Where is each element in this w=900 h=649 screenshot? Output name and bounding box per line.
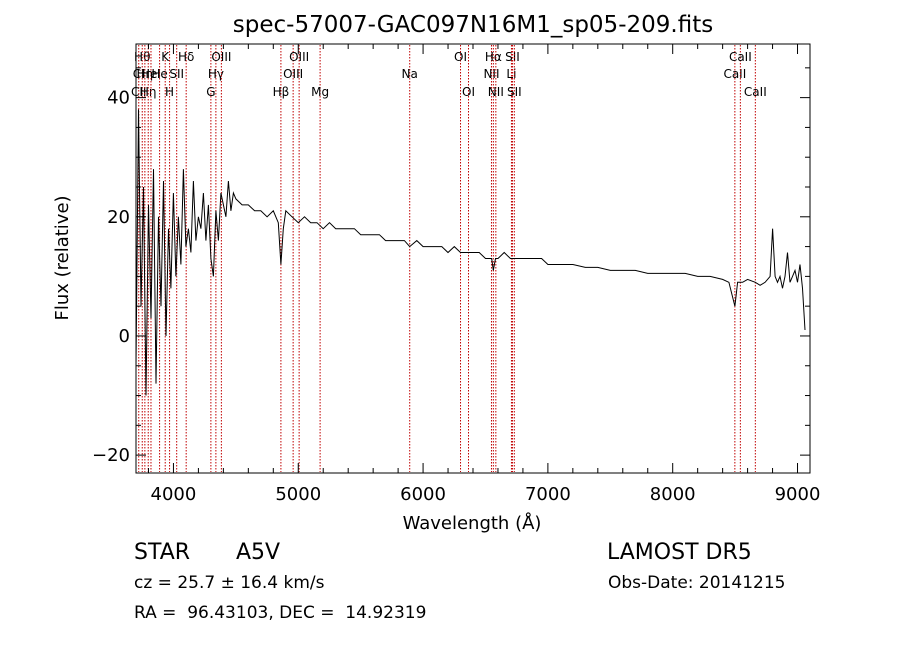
plot-frame xyxy=(135,43,811,474)
line-marker-label: Hα xyxy=(485,50,502,64)
spectrum-line xyxy=(135,109,806,396)
object-subclass: A5V xyxy=(236,540,281,565)
observation-date: Obs-Date: 20141215 xyxy=(608,573,786,593)
x-tick-label: 9000 xyxy=(775,484,821,505)
line-marker-label: HeI xyxy=(141,67,161,81)
line-marker-label: CaII xyxy=(729,50,752,64)
x-tick-label: 8000 xyxy=(650,484,696,505)
line-marker-label: Hγ xyxy=(208,67,224,81)
line-marker-label: NII xyxy=(488,85,504,99)
line-marker-label: CaII xyxy=(723,67,746,81)
line-marker-label: Hβ xyxy=(273,85,290,99)
y-axis-label: Flux (relative) xyxy=(52,195,73,320)
redshift-velocity: cz = 25.7 ± 16.4 km/s xyxy=(134,573,325,593)
line-marker-label: Li xyxy=(506,67,516,81)
x-axis-label: Wavelength (Å) xyxy=(403,512,542,534)
line-marker-label: G xyxy=(206,85,215,99)
line-marker-label: OIII xyxy=(211,50,231,64)
sky-coordinates: RA = 96.43103, DEC = 14.92319 xyxy=(134,603,427,623)
line-marker-label: Na xyxy=(402,67,418,81)
survey-name: LAMOST DR5 xyxy=(607,540,752,565)
line-marker-label: Hθ xyxy=(134,50,150,64)
line-marker-label: H xyxy=(165,85,174,99)
y-tick-label: 40 xyxy=(107,88,130,109)
y-tick-label: 0 xyxy=(119,326,130,347)
y-tick-label: 20 xyxy=(107,207,130,228)
line-marker-label: Hη xyxy=(137,67,154,81)
line-marker-label: SII xyxy=(507,85,522,99)
y-tick-label: −20 xyxy=(92,445,130,466)
line-marker-label: OI xyxy=(462,85,475,99)
line-marker-label: K xyxy=(161,50,170,64)
object-class: STAR xyxy=(134,540,191,565)
spectral-line-markers: CIICIHθHηHηHeIHeKHSIIHδGHγOIIIHβOIIIOIII… xyxy=(131,45,767,472)
x-tick-label: 7000 xyxy=(525,484,571,505)
x-tick-label: 4000 xyxy=(151,484,197,505)
line-marker-label: SII xyxy=(169,67,184,81)
line-marker-label: SII xyxy=(505,50,520,64)
x-tick-label: 5000 xyxy=(275,484,321,505)
line-marker-label: Mg xyxy=(311,85,329,99)
line-marker-label: CI xyxy=(133,67,145,81)
x-tick-label: 6000 xyxy=(400,484,446,505)
line-marker-label: OIII xyxy=(283,67,303,81)
line-marker-label: Hδ xyxy=(178,50,194,64)
chart-title: spec-57007-GAC097N16M1_sp05-209.fits xyxy=(233,12,713,38)
line-marker-label: OIII xyxy=(289,50,309,64)
line-marker-label: OI xyxy=(454,50,467,64)
line-marker-label: NII xyxy=(483,67,499,81)
axis-ticks: 4000 5000 6000 7000 8000 9000 −20 0 20 40 xyxy=(92,44,820,505)
line-marker-label: Hη xyxy=(140,85,157,99)
line-marker-label: He xyxy=(151,67,167,81)
line-marker-label: CaII xyxy=(744,85,767,99)
